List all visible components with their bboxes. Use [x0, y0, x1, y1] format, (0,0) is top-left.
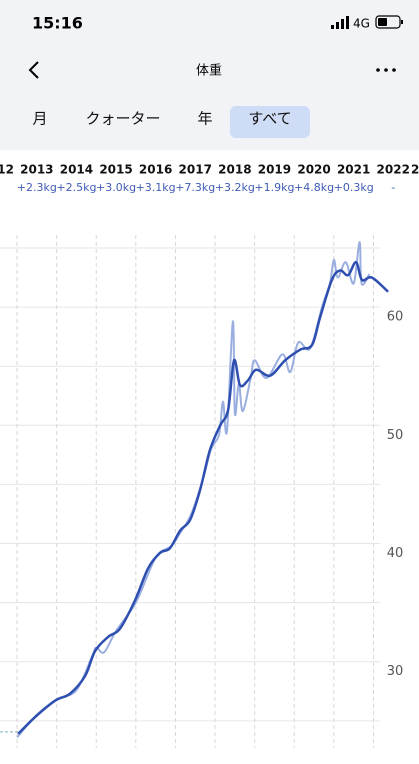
- year-change: +4.8kg: [294, 181, 334, 194]
- status-time: 15:16: [32, 14, 83, 33]
- year-label: 2021: [337, 163, 370, 177]
- year-label: 2015: [99, 163, 132, 177]
- y-tick-label: 30: [387, 664, 404, 679]
- raw-weight-line: [16, 241, 371, 739]
- status-network: 4G: [353, 17, 370, 31]
- year-label: 2: [411, 163, 419, 177]
- signal-icon: [331, 16, 349, 29]
- year-label: 2019: [258, 163, 291, 177]
- year-change: +3.0kg: [96, 181, 136, 194]
- y-tick-label: 40: [387, 546, 404, 561]
- more-button[interactable]: [376, 68, 396, 72]
- year-label: 2022: [377, 163, 410, 177]
- year-label: 12: [0, 163, 14, 177]
- tab[interactable]: クォーター: [85, 110, 160, 128]
- page-title: 体重: [196, 63, 222, 79]
- year-label: 2014: [60, 163, 93, 177]
- y-tick-label: 50: [387, 428, 404, 443]
- year-change: +3.2kg: [215, 181, 255, 194]
- y-tick-label: 60: [387, 310, 404, 325]
- year-label: 2013: [20, 163, 53, 177]
- year-change: +3.1kg: [136, 181, 176, 194]
- year-label: 2017: [179, 163, 212, 177]
- tab[interactable]: 月: [32, 110, 47, 128]
- year-label: 2020: [297, 163, 330, 177]
- year-label: 2018: [218, 163, 251, 177]
- trend-line: [17, 260, 389, 735]
- year-change: -: [391, 181, 395, 194]
- tab[interactable]: すべて: [248, 110, 291, 128]
- tab[interactable]: 年: [197, 110, 212, 128]
- year-change: +2.5kg: [56, 181, 96, 194]
- year-change: +2.3kg: [17, 181, 57, 194]
- battery-icon: [375, 15, 403, 29]
- year-change: +0.3kg: [334, 181, 374, 194]
- back-button[interactable]: [28, 61, 39, 79]
- year-label: 2016: [139, 163, 172, 177]
- year-change: +7.3kg: [175, 181, 215, 194]
- header-bg: [0, 0, 419, 150]
- year-change: +1.9kg: [254, 181, 294, 194]
- tab-selected-bg: [230, 106, 310, 138]
